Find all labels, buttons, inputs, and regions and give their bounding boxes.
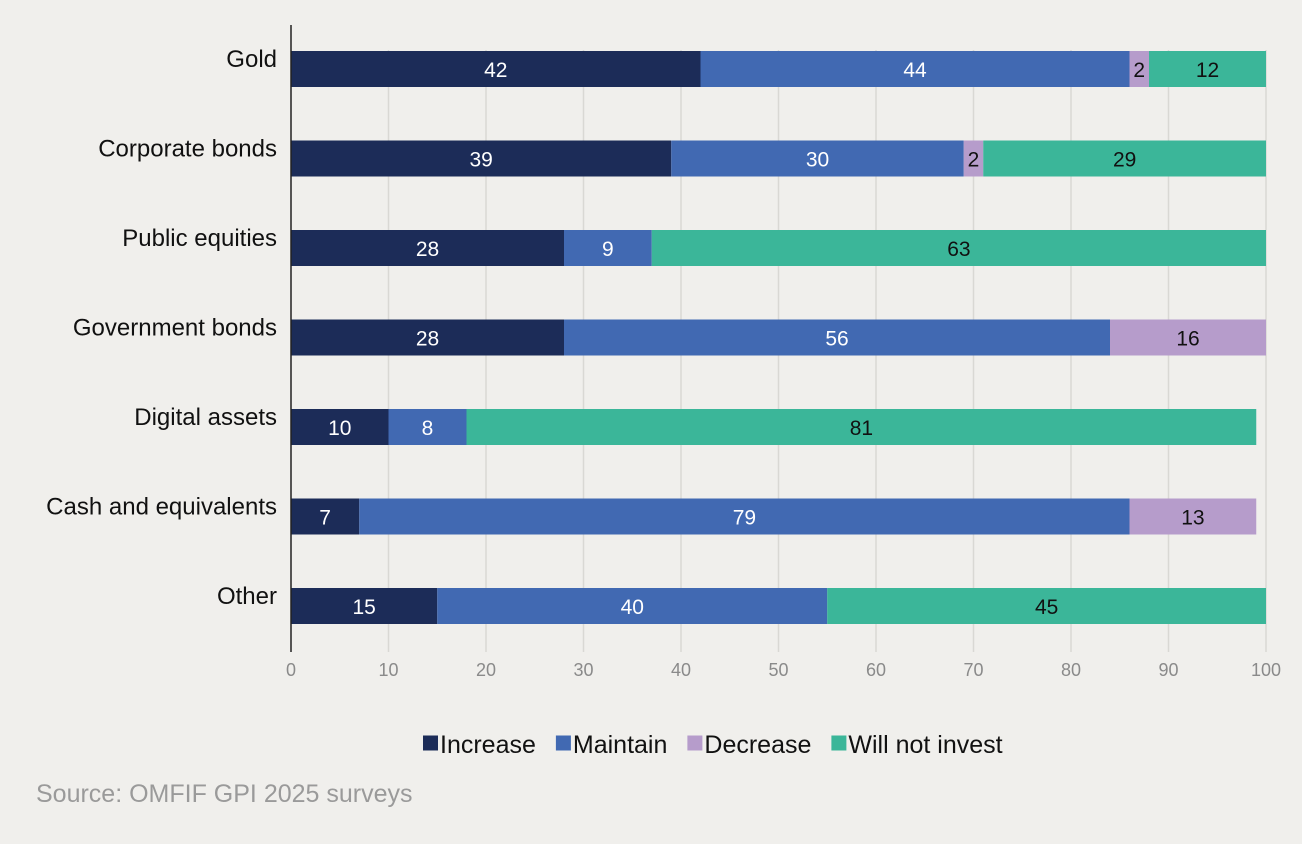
bar-segment — [827, 588, 1266, 624]
bar-segment — [963, 140, 984, 177]
bar-segment — [291, 230, 564, 266]
bar-value-label: 7 — [319, 507, 331, 530]
bar-value-label: 63 — [947, 238, 970, 261]
bar-value-label: 44 — [903, 59, 927, 82]
legend-label: Will not invest — [848, 731, 1002, 759]
bar-value-label: 28 — [416, 328, 439, 351]
bar-segment — [291, 498, 360, 535]
bar-segment — [291, 140, 672, 177]
bar-value-label: 8 — [422, 417, 434, 440]
legend-item: Maintain — [555, 731, 668, 759]
bar-value-label: 29 — [1113, 149, 1136, 172]
bar-value-label: 10 — [328, 417, 351, 440]
legend-item: Will not invest — [831, 731, 1003, 759]
x-tick-label: 0 — [286, 660, 296, 680]
x-tick-label: 60 — [866, 660, 886, 680]
x-tick-label: 70 — [963, 660, 983, 680]
legend-swatch — [555, 735, 571, 751]
bar-value-label: 39 — [469, 149, 492, 172]
bar-segment — [291, 51, 701, 87]
x-tick-labels: 0 10 20 30 40 50 60 70 80 90 100 — [286, 660, 1281, 680]
x-tick-label: 20 — [476, 660, 496, 680]
bar-value-label: 2 — [1133, 59, 1145, 82]
legend-label: Maintain — [573, 731, 668, 759]
category-label: Gold — [226, 46, 277, 73]
bar-value-label: 40 — [621, 596, 644, 619]
legend-swatch — [423, 735, 438, 751]
bar-segment — [983, 140, 1266, 177]
bar-segment — [671, 140, 964, 177]
bar-value-label: 81 — [850, 417, 873, 440]
bar-value-label: 79 — [733, 507, 756, 530]
x-tick-label: 100 — [1251, 660, 1281, 680]
bar-segment — [437, 588, 828, 624]
bar-segment — [466, 409, 1257, 445]
bar-value-label: 45 — [1035, 596, 1058, 619]
bar-value-label: 56 — [825, 328, 848, 351]
bar-segment — [1149, 51, 1266, 87]
bar-segment — [564, 230, 652, 266]
bar-segment — [564, 319, 1110, 356]
bar-value-label: 9 — [602, 238, 614, 261]
bar-value-label: 12 — [1196, 59, 1219, 82]
bar-value-label: 42 — [484, 59, 507, 82]
category-labels: Gold Corporate bonds Public equities Govern… — [46, 46, 277, 610]
category-label: Other — [217, 583, 277, 610]
x-tick-label: 40 — [671, 660, 691, 680]
category-label: Digital assets — [134, 404, 277, 431]
bar-segment — [388, 409, 467, 445]
category-label: Corporate bonds — [98, 136, 277, 163]
bar-value-label: 2 — [968, 149, 980, 172]
bar-value-label: 15 — [352, 596, 375, 619]
bars — [291, 51, 1266, 624]
bar-segment — [700, 51, 1130, 87]
x-tick-label: 90 — [1158, 660, 1178, 680]
bar-value-label: 30 — [806, 149, 829, 172]
legend: Increase Maintain Decrease Will not invest — [423, 731, 1003, 759]
legend-label: Increase — [440, 731, 536, 759]
legend-swatch — [687, 735, 703, 751]
bar-segment — [651, 230, 1266, 266]
bar-segment — [1110, 319, 1266, 356]
legend-label: Decrease — [704, 731, 811, 759]
bar-segment — [1129, 51, 1149, 87]
bar-segment — [359, 498, 1130, 535]
x-tick-label: 80 — [1061, 660, 1081, 680]
legend-swatch — [831, 735, 847, 751]
bar-segment — [291, 319, 564, 356]
x-tick-label: 50 — [768, 660, 788, 680]
category-label: Cash and equivalents — [46, 494, 277, 521]
bar-segment — [1129, 498, 1257, 535]
legend-item: Decrease — [687, 731, 811, 759]
x-tick-label: 10 — [378, 660, 398, 680]
bar-value-label: 16 — [1176, 328, 1199, 351]
bar-segment — [291, 588, 438, 624]
category-label: Government bonds — [73, 315, 277, 342]
category-label: Public equities — [122, 225, 277, 252]
bar-value-label: 28 — [416, 238, 439, 261]
x-tick-label: 30 — [573, 660, 593, 680]
bar-labels: 42 44 2 12 39 30 2 29 28 9 63 28 56 16 10 8 81 7 79 13 15 40 4… — [319, 59, 1219, 619]
source-note: Source: OMFIF GPI 2025 surveys — [36, 780, 413, 808]
bar-segment — [291, 409, 389, 445]
legend-item: Increase — [423, 731, 536, 759]
bar-value-label: 13 — [1181, 507, 1204, 530]
